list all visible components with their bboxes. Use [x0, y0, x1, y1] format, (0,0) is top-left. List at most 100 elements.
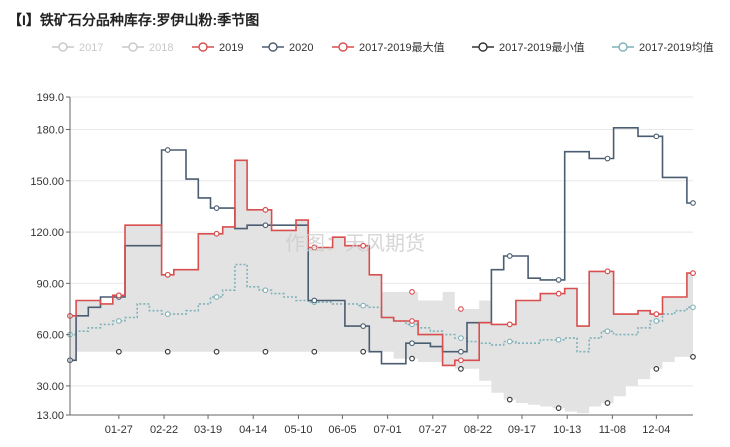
marker-min: [262, 348, 269, 355]
legend-label: 2019: [219, 42, 243, 54]
x-tick-label: 02-22: [150, 424, 178, 436]
legend-item: 2019: [192, 42, 243, 54]
marker-2020: [311, 297, 318, 304]
marker-2020: [458, 348, 464, 355]
legend-label: 2020: [289, 42, 313, 54]
marker-min: [360, 348, 367, 355]
marker-min: [690, 354, 696, 360]
x-tick-label: 11-08: [599, 424, 626, 436]
marker-2019: [262, 206, 269, 213]
marker-mean: [690, 304, 696, 311]
y-tick-label: 150.00: [30, 176, 64, 188]
marker-min: [458, 365, 464, 372]
x-tick-label: 10-13: [553, 424, 581, 436]
x-tick-label: 01-27: [105, 424, 133, 436]
legend-marker: [128, 42, 138, 52]
marker-2020: [360, 323, 367, 329]
marker-2019: [690, 270, 696, 276]
marker-mean: [604, 328, 611, 335]
x-tick-label: 12-04: [642, 424, 670, 436]
marker-mean: [116, 318, 122, 324]
marker-mean: [506, 338, 513, 345]
marker-mean: [213, 294, 220, 300]
legend-marker: [338, 42, 348, 52]
marker-mean: [458, 335, 464, 341]
marker-min: [164, 348, 171, 355]
y-tick-label: 60.00: [36, 330, 64, 342]
legend-item: 2017-2019最大值: [332, 40, 445, 54]
y-tick-label: 13.00: [36, 410, 64, 422]
x-tick-label: 06-05: [328, 424, 356, 436]
x-tick-label: 05-10: [284, 424, 312, 436]
marker-2019: [213, 230, 220, 237]
legend-item: 2018: [122, 42, 173, 54]
legend-label: 2017: [79, 42, 103, 54]
legend-item: 2020: [262, 42, 313, 54]
x-tick-label: 07-01: [374, 424, 402, 436]
marker-min: [604, 400, 611, 406]
marker-2019: [311, 244, 318, 251]
y-tick-label: 90.00: [36, 278, 64, 290]
y-tick-label: 180.0: [36, 124, 64, 136]
legend-marker: [198, 42, 208, 52]
legend-marker: [268, 42, 278, 52]
marker-mean: [653, 318, 660, 324]
legend-item: 2017-2019均值: [612, 41, 714, 54]
x-tick-label: 04-14: [239, 424, 267, 436]
legend-marker: [478, 42, 488, 52]
marker-2019: [409, 318, 415, 324]
y-tick-label: 199.0: [36, 92, 64, 104]
marker-2019: [458, 357, 464, 364]
marker-min: [409, 355, 415, 362]
axes: 13.00 30.00 60.00 90.00 120.00 150.00 180.0 199…: [30, 92, 693, 436]
legend-label: 2017-2019最小值: [499, 41, 585, 54]
marker-mean: [262, 287, 269, 294]
legend: 2017 2018 2019 2020 2017-2019最大值 2017-2019最小值…: [52, 40, 714, 54]
marker-2019: [360, 242, 367, 249]
marker-min: [506, 396, 513, 403]
legend-item: 2017: [52, 42, 103, 54]
marker-min: [213, 348, 220, 355]
marker-2019: [506, 321, 513, 328]
marker-2020: [506, 253, 513, 259]
legend-marker: [618, 42, 628, 52]
series-markers: [67, 133, 696, 412]
marker-mean: [360, 302, 367, 309]
marker-max: [458, 306, 464, 312]
marker-min: [116, 348, 122, 355]
marker-min: [555, 405, 562, 412]
x-tick-label: 03-19: [194, 424, 222, 436]
marker-2020: [555, 277, 562, 283]
x-tick-label: 07-27: [419, 424, 447, 436]
marker-min: [311, 348, 318, 355]
y-tick-label: 30.00: [36, 381, 64, 393]
marker-2019: [604, 268, 611, 275]
marker-mean: [555, 336, 562, 343]
marker-2020: [164, 147, 171, 153]
marker-2019: [116, 292, 122, 299]
watermark: 作图：天风期货: [285, 232, 425, 255]
chart-title: 【I】铁矿石分品种库存:罗伊山粉:季节图: [8, 12, 259, 28]
legend-label: 2018: [149, 42, 173, 54]
x-tick-label: 08-22: [464, 424, 492, 436]
marker-2019: [164, 271, 171, 278]
marker-min: [653, 365, 660, 372]
marker-2020: [653, 133, 660, 140]
y-tick-label: 120.00: [30, 227, 64, 239]
marker-2020: [690, 200, 696, 206]
marker-2019: [555, 290, 562, 297]
marker-mean: [164, 311, 171, 317]
marker-2020: [213, 205, 220, 211]
series-line-2019: [70, 159, 693, 367]
legend-marker: [58, 42, 68, 52]
marker-2020: [604, 155, 611, 162]
legend-label: 2017-2019均值: [639, 41, 714, 54]
marker-2020: [409, 340, 415, 347]
marker-2020: [262, 222, 269, 229]
legend-item: 2017-2019最小值: [472, 41, 585, 54]
marker-2019: [653, 311, 660, 317]
x-tick-label: 09-17: [508, 424, 536, 436]
marker-max: [409, 289, 415, 295]
